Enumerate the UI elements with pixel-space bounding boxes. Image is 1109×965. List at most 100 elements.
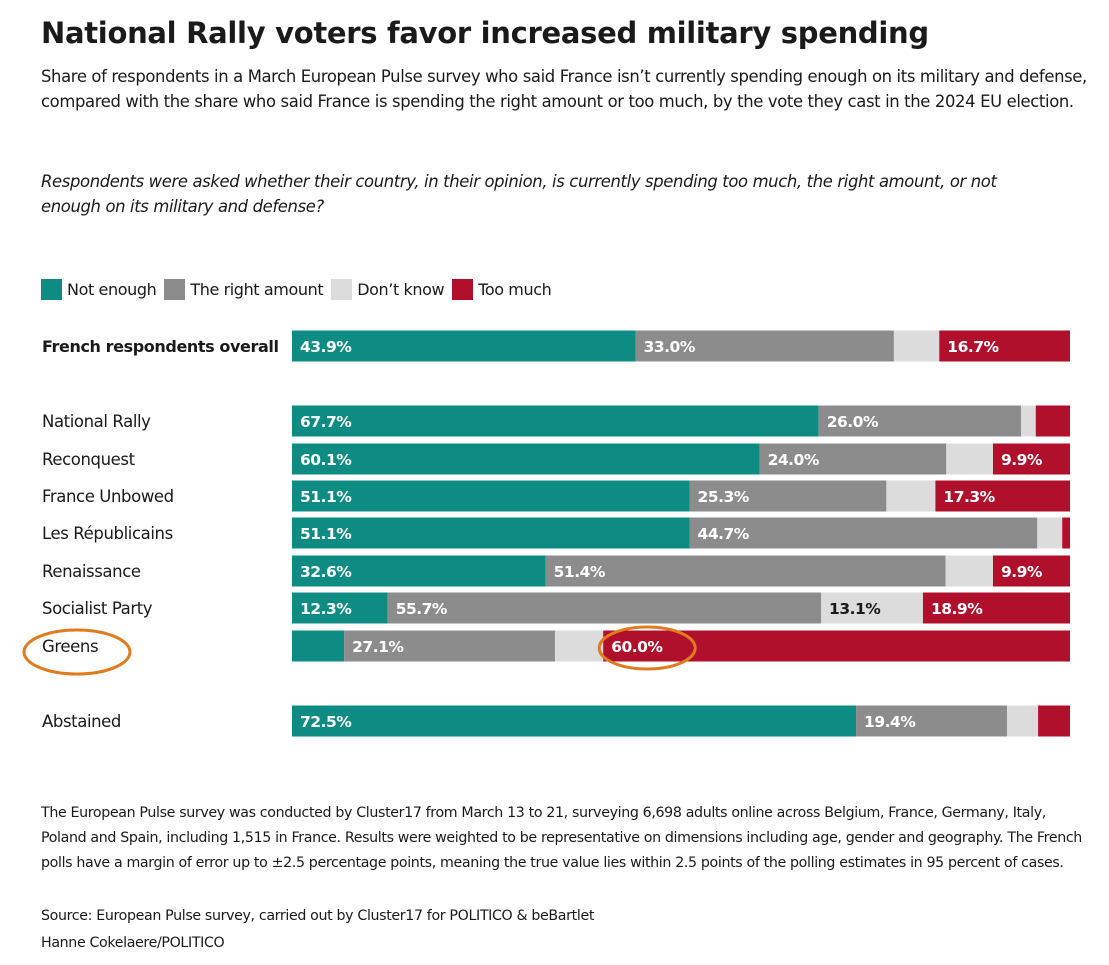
data-label: 60.0% [611, 638, 663, 656]
bar-row-renaissance: Renaissance 32.6% 51.4% 9.9% [42, 555, 1070, 587]
footnote: The European Pulse survey was conducted … [41, 805, 1082, 872]
bar-segment-the-right-amount [545, 555, 946, 587]
legend-label: Don’t know [357, 279, 445, 299]
category-label: Socialist Party [42, 599, 153, 618]
bar-segment-don-t-know [1037, 517, 1063, 549]
data-label: 72.5% [300, 713, 352, 731]
data-label: 18.9% [931, 600, 983, 618]
legend-item-too-much: Too much [452, 278, 552, 300]
bar-segment-not-enough [292, 443, 760, 475]
bar-segment-not-enough [292, 480, 690, 512]
category-label: Abstained [42, 712, 121, 731]
bar-segment-the-right-amount [759, 443, 947, 475]
category-label: French respondents overall [42, 337, 279, 356]
legend-item-dont-know: Don’t know [331, 278, 445, 300]
chart-subtitle: Share of respondents in a March European… [41, 67, 1087, 111]
data-label: 43.9% [300, 338, 352, 356]
bar-segment-not-enough [292, 330, 636, 362]
data-label: 9.9% [1001, 451, 1043, 469]
data-label: 13.1% [829, 600, 881, 618]
credit: Hanne Cokelaere/POLITICO [41, 935, 225, 951]
category-label: Renaissance [42, 562, 141, 581]
bar-segment-don-t-know [886, 480, 936, 512]
bar-row-socialist-party: Socialist Party 12.3% 55.7% 13.1% 18.9% [42, 592, 1070, 624]
data-label: 16.7% [947, 338, 999, 356]
bar-segment-the-right-amount [635, 330, 894, 362]
bar-segment-not-enough [292, 705, 857, 737]
bar-segment-the-right-amount [689, 480, 887, 512]
category-label: France Unbowed [42, 487, 174, 506]
bar-segment-not-enough [292, 630, 345, 662]
data-label: 32.6% [300, 563, 352, 581]
bar-segment-not-enough [292, 592, 388, 624]
data-label: 44.7% [698, 525, 750, 543]
bar-segment-not-enough [292, 405, 819, 437]
bar-row-french-respondents-overall: French respondents overall 43.9% 33.0% 16.7… [42, 330, 1070, 362]
bar-segment-don-t-know [945, 555, 993, 587]
highlight-ellipse-greens-value [597, 625, 697, 671]
category-label: Les Républicains [42, 524, 173, 543]
legend-label: Not enough [67, 279, 157, 299]
data-label: 60.1% [300, 451, 352, 469]
survey-question: Respondents were asked whether their cou… [41, 172, 997, 216]
bar-segment-not-enough [292, 555, 546, 587]
legend-item-right-amount: The right amount [164, 278, 324, 300]
data-label: 51.4% [554, 563, 606, 581]
data-label: 19.4% [864, 713, 916, 731]
legend-swatch [41, 278, 62, 300]
bar-segment-the-right-amount [387, 592, 822, 624]
bar-segment-too-much [935, 480, 1070, 512]
data-label: 27.1% [352, 638, 404, 656]
bar-segment-don-t-know [554, 630, 604, 662]
bar-segment-don-t-know [1006, 705, 1039, 737]
data-label: 51.1% [300, 525, 352, 543]
bar-row-les-republicains: Les Républicains 51.1% 44.7% [42, 517, 1070, 549]
bar-segment-too-much [1035, 405, 1070, 437]
bar-row-reconquest: Reconquest 60.1% 24.0% 9.9% [42, 443, 1070, 475]
bar-segment-the-right-amount [344, 630, 555, 662]
legend: Not enough The right amount Don’t know T… [41, 277, 559, 301]
bar-segment-too-much [922, 592, 1070, 624]
highlight-ellipse-greens-label [22, 628, 132, 676]
legend-label: Too much [478, 279, 552, 299]
bar-segment-the-right-amount [689, 517, 1038, 549]
category-label: National Rally [42, 412, 151, 431]
bar-segment-too-much [992, 443, 1070, 475]
data-label: 17.3% [943, 488, 995, 506]
bar-row-france-unbowed: France Unbowed 51.1% 25.3% 17.3% [42, 480, 1070, 512]
legend-swatch [452, 278, 474, 300]
bar-segment-too-much [1038, 705, 1070, 737]
bar-segment-don-t-know [821, 592, 923, 624]
category-label: Greens [42, 637, 98, 656]
bar-segment-not-enough [292, 517, 690, 549]
legend-swatch [164, 278, 186, 300]
bar-segment-the-right-amount [818, 405, 1021, 437]
data-label: 51.1% [300, 488, 352, 506]
chart-title: National Rally voters favor increased mi… [41, 16, 929, 50]
bar-segment-the-right-amount [856, 705, 1007, 737]
bar-row-abstained: Abstained 72.5% 19.4% [42, 705, 1070, 737]
legend-item-not-enough: Not enough [41, 278, 157, 300]
source-note: Source: European Pulse survey, carried o… [41, 908, 595, 924]
bar-row-national-rally: National Rally 67.7% 26.0% [42, 405, 1070, 437]
data-label: 24.0% [768, 451, 820, 469]
bar-segment-too-much [992, 555, 1070, 587]
bar-segment-too-much [603, 630, 1070, 662]
legend-swatch [331, 278, 353, 300]
bar-segment-don-t-know [1020, 405, 1036, 437]
data-label: 33.0% [644, 338, 696, 356]
bar-segment-too-much [939, 330, 1070, 362]
legend-label: The right amount [190, 279, 324, 299]
bar-row-greens: Greens 27.1% 60.0% [42, 630, 1070, 662]
data-label: 67.7% [300, 413, 352, 431]
data-label: 26.0% [827, 413, 879, 431]
bar-segment-too-much [1062, 517, 1070, 549]
data-label: 12.3% [300, 600, 352, 618]
bar-segment-don-t-know [946, 443, 993, 475]
category-label: Reconquest [42, 450, 136, 469]
data-label: 9.9% [1001, 563, 1043, 581]
bar-segment-don-t-know [893, 330, 940, 362]
data-label: 25.3% [698, 488, 750, 506]
data-label: 55.7% [396, 600, 448, 618]
